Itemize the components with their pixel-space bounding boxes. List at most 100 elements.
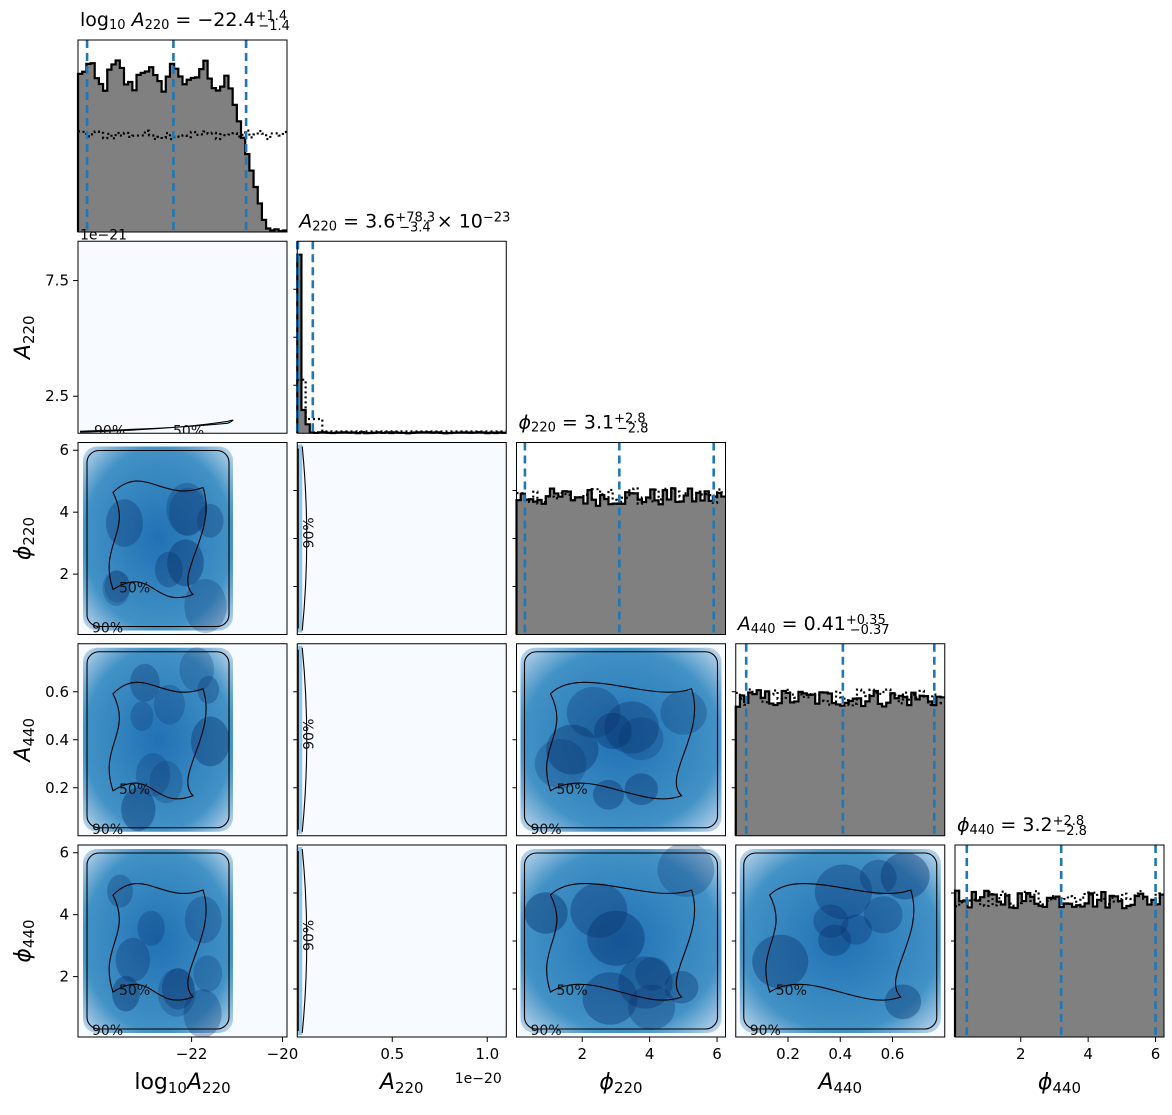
x-tick-label: 0.5 [380, 1045, 404, 1063]
density-blob [752, 934, 809, 989]
density-blob [137, 910, 165, 946]
x-offset-label: 1e−20 [455, 1071, 502, 1087]
density-background [297, 442, 507, 635]
density-blob [534, 739, 587, 789]
density-blob [657, 845, 715, 897]
density-panel-phi220-A440: 90% 50% [516, 643, 726, 837]
contour-label-50: 50% [119, 581, 150, 597]
density-blob [184, 896, 222, 944]
panel-frame [77, 39, 288, 233]
density-blob [524, 892, 568, 934]
hist-panel-phi440: ϕ440 = 3.2+2.8 −2.8 [953, 814, 1165, 1038]
y-tick-label: 4 [59, 503, 69, 521]
density-panel-A220-phi440: 90% [296, 844, 507, 1038]
panel-frame [77, 240, 288, 434]
x-axis-label-A220: A220 [378, 1070, 424, 1097]
density-panel-log10_A220-phi220: 90% 50% [77, 442, 288, 637]
density-blob [115, 937, 151, 982]
title-phi440: ϕ440 = 3.2+2.8 −2.8 [957, 814, 1087, 839]
density-blob [157, 968, 196, 1017]
density-sliver [297, 444, 303, 633]
density-blob [197, 503, 224, 538]
panel-frame [296, 240, 507, 434]
density-blob [840, 914, 872, 945]
density-blob [183, 989, 222, 1037]
density-blob [814, 864, 873, 920]
density-blob [184, 578, 227, 634]
density-blob [105, 499, 144, 547]
title-A220: A220 = 3.6+78.3 −3.4 × 10−23 [297, 210, 510, 235]
panel-frame [77, 442, 288, 635]
density-blob [628, 984, 676, 1030]
contour-label-90: 90% [92, 822, 123, 838]
y-tick-label: 7.5 [45, 272, 69, 290]
posterior-fill [516, 488, 726, 635]
x-tick-label: 0.2 [776, 1045, 800, 1063]
density-blob [197, 675, 220, 704]
y-tick-label: 0.6 [45, 683, 69, 701]
contour-90 [86, 651, 230, 829]
density-fill [520, 849, 722, 1033]
title-A440: A440 = 0.41+0.35 −0.37 [736, 613, 890, 638]
hist-panel-A440: A440 = 0.41+0.35 −0.37 [734, 613, 946, 837]
density-blob [587, 910, 645, 966]
hist-panel-phi220: ϕ220 = 3.1+2.8 −2.8 [515, 412, 726, 635]
density-blob [863, 896, 903, 934]
contour-50 [108, 681, 207, 800]
posterior-step [953, 889, 1164, 1037]
hist-panel-log10_A220: log10 A220 = −22.4+1.4 −1.4 [76, 9, 290, 233]
density-blob [190, 716, 230, 767]
posterior-fill [955, 890, 1164, 1037]
x-tick-label: 6 [712, 1045, 722, 1063]
density-fill [739, 849, 941, 1033]
density-sliver [297, 645, 303, 834]
contour-90 [301, 647, 308, 832]
density-blob [818, 924, 852, 956]
x-tick-label: 0.6 [881, 1045, 905, 1063]
x-tick-label: 2 [577, 1045, 587, 1063]
x-tick-label: 2 [1016, 1045, 1026, 1063]
contour-label-50: 50% [119, 782, 150, 798]
posterior-step [76, 59, 287, 233]
density-blob [592, 779, 625, 810]
density-blob [880, 852, 930, 900]
y-tick-label: 2 [59, 968, 69, 986]
contour-90 [301, 848, 308, 1034]
contour-90 [86, 449, 230, 628]
contour-label-90: 90% [92, 621, 123, 637]
x-tick-label: 0.4 [828, 1045, 852, 1063]
x-tick-label: 6 [1151, 1045, 1161, 1063]
contour-90 [523, 852, 719, 1030]
contour-50 [108, 883, 207, 1001]
x-tick-label: 4 [1083, 1045, 1093, 1063]
y-tick-label: 2 [59, 565, 69, 583]
title-log10_A220: log10 A220 = −22.4+1.4 −1.4 [80, 9, 290, 34]
contour-label-90: 90% [301, 517, 317, 548]
contour-50 [546, 882, 696, 1001]
density-panel-phi220-phi440: 90% 50% [516, 844, 726, 1039]
density-blob [660, 690, 707, 735]
density-blob [859, 859, 897, 895]
x-tick-label: 1.0 [475, 1045, 499, 1063]
posterior-fill [78, 60, 287, 232]
density-blob [153, 684, 185, 725]
contour-label-90: 90% [301, 920, 317, 951]
y-axis-label-A440: A440 [11, 718, 38, 764]
posterior-step [296, 253, 507, 435]
density-blob [121, 787, 156, 832]
density-blob [884, 984, 922, 1020]
contour-label-90: 90% [92, 1023, 123, 1039]
density-fill [83, 446, 233, 631]
posterior-fill [735, 690, 945, 836]
y-tick-label: 6 [59, 441, 69, 459]
contour-90 [523, 651, 719, 829]
density-blob [154, 551, 183, 588]
contour-label-90: 90% [531, 1023, 562, 1039]
density-blob [193, 955, 223, 992]
density-panel-A220-A440: 90% [296, 643, 507, 837]
y-axis-label-phi220: ϕ220 [11, 517, 38, 560]
density-panel-A220-phi220: 90% [296, 442, 507, 635]
density-panel-log10_A220-phi440: 90% 50% [77, 844, 288, 1039]
contour-50 [108, 480, 207, 599]
